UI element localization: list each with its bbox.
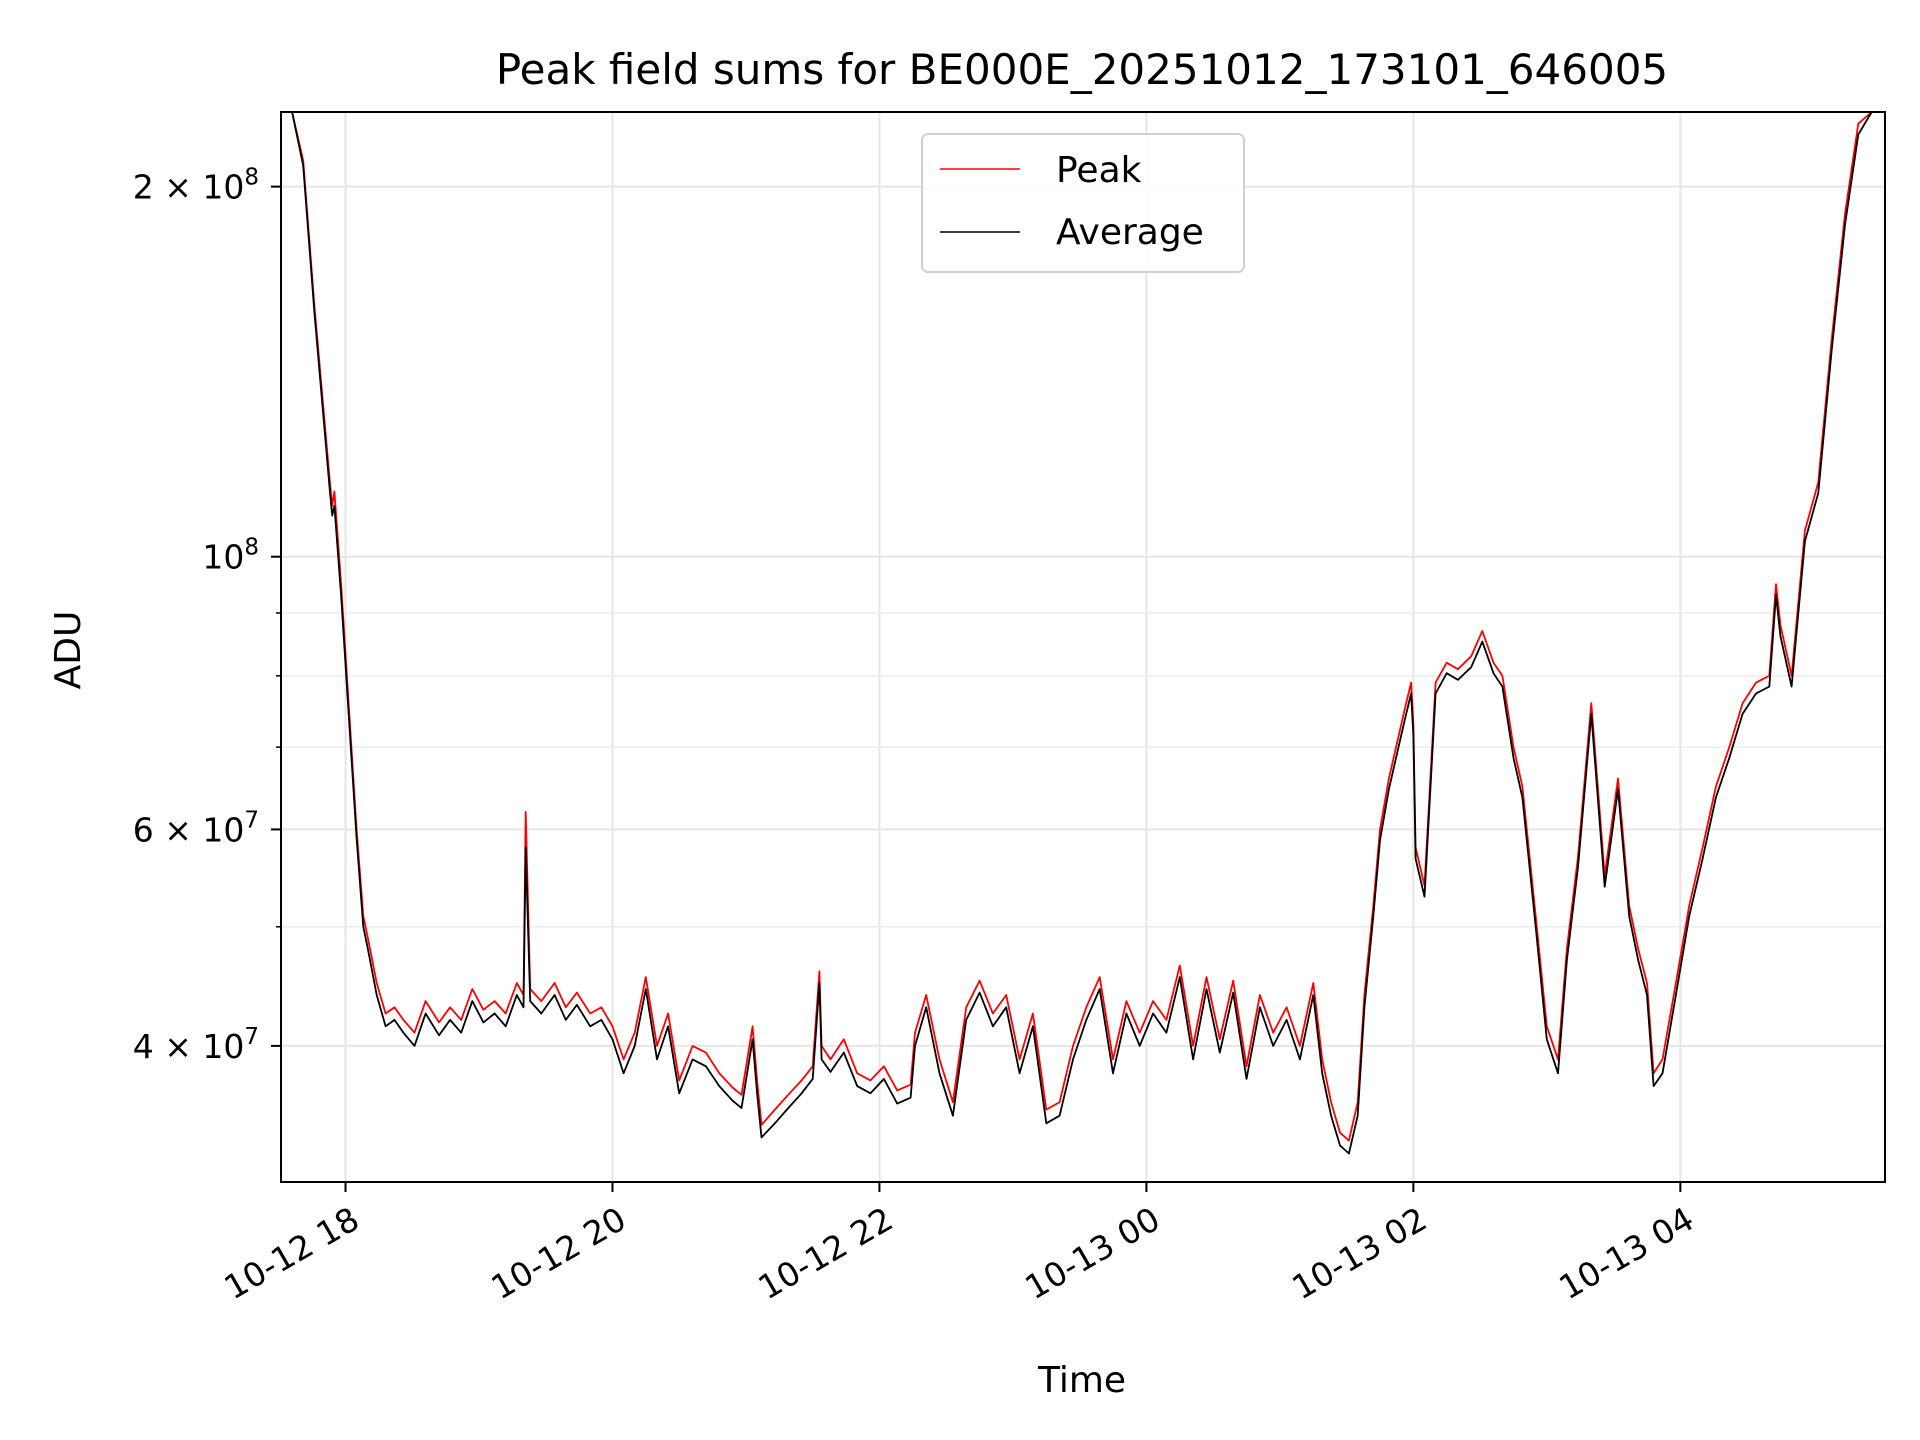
series-group — [281, 112, 1873, 1155]
y-axis-label: ADU — [48, 611, 89, 690]
plot-area-frame — [280, 111, 1886, 1183]
legend-label-average: Average — [1056, 212, 1204, 253]
series-line-average — [281, 112, 1873, 1155]
y-tick-label: 6 × 107 — [133, 807, 259, 849]
y-tick-label: 108 — [202, 535, 259, 577]
y-tick-label: 2 × 108 — [133, 165, 259, 207]
legend-label-peak: Peak — [1056, 150, 1142, 191]
series-line-peak — [281, 112, 1873, 1142]
legend: Peak Average — [921, 133, 1245, 273]
y-tick-label: 4 × 107 — [133, 1024, 259, 1066]
chart-title: Peak field sums for BE000E_20251012_1731… — [496, 45, 1668, 94]
y-axis: 4 × 107 6 × 107 108 2 × 108 — [133, 165, 281, 1066]
x-axis-label: Time — [1037, 1360, 1126, 1401]
